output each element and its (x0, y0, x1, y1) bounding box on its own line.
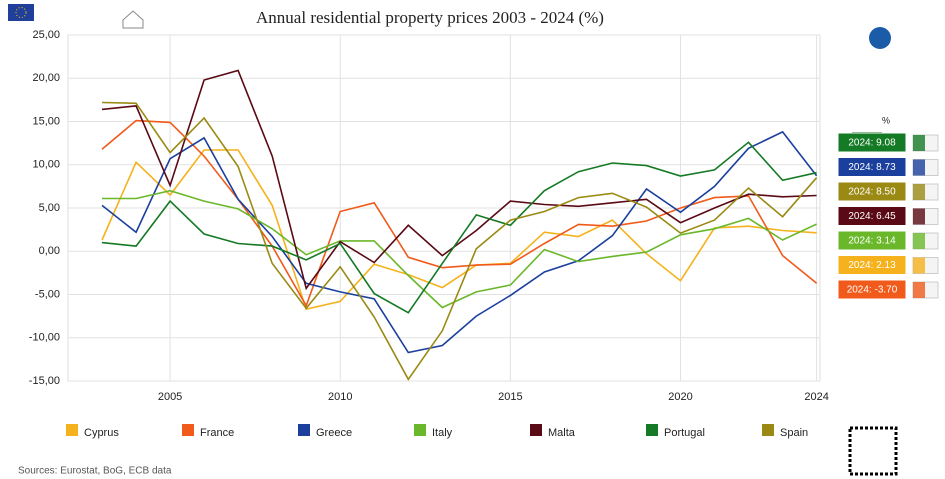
legend-label: Malta (548, 427, 576, 439)
legend-swatch (762, 424, 774, 436)
flag-part (913, 159, 925, 176)
legend-label: France (200, 427, 234, 439)
summary-label: 2024: 8.73 (848, 162, 896, 173)
line (101, 141, 817, 314)
line (101, 101, 818, 381)
y-tick-label: 25,00 (32, 29, 60, 41)
line (101, 119, 818, 308)
legend-label: Cyprus (84, 427, 119, 439)
chart-title: Annual residential property prices 2003 … (256, 8, 604, 27)
legend-label: Portugal (664, 427, 705, 439)
summary-label: 2024: 3.14 (848, 236, 896, 247)
x-tick-label: 2010 (328, 391, 352, 403)
y-tick-label: 0,00 (39, 245, 60, 257)
summary-box (837, 255, 907, 275)
eu-flag (8, 4, 34, 21)
summary-unit: % (882, 115, 890, 125)
line (102, 189, 817, 309)
line (101, 149, 817, 311)
euro-icon (869, 27, 891, 49)
summary-label: 2024: -3.70 (847, 285, 898, 296)
legend-label: Greece (316, 427, 352, 439)
eu-stars (15, 7, 27, 18)
legend-swatch (530, 424, 542, 436)
y-tick-label: -15,00 (29, 375, 60, 387)
y-tick-label: 20,00 (32, 72, 60, 84)
summary-box (837, 206, 907, 226)
x-tick-label: 2015 (498, 391, 522, 403)
flag-part (913, 208, 925, 225)
y-tick-label: 10,00 (32, 159, 60, 171)
y-tick-label: 5,00 (39, 202, 60, 214)
summary-box (837, 132, 907, 153)
flag-part (913, 282, 925, 298)
source: Sources: Eurostat, BoG, ECB data (18, 466, 172, 477)
y-tick-label: -5,00 (35, 288, 60, 300)
summary-box (837, 181, 907, 202)
summary-label: 2024: 8.50 (848, 187, 896, 198)
flag-part (913, 135, 925, 151)
legend-swatch (182, 424, 194, 436)
y-tick-label: -10,00 (29, 332, 60, 344)
line (101, 69, 817, 291)
flag-part (913, 257, 925, 274)
summary-label: 2024: 2.13 (848, 260, 896, 271)
summary-box (837, 157, 907, 177)
x-tick-label: 2005 (158, 391, 182, 403)
legend-label: Italy (432, 427, 453, 439)
x-tick-label: 2024 (804, 391, 828, 403)
y-tick-label: 15,00 (32, 115, 60, 127)
legend-swatch (646, 424, 658, 436)
summary-box (837, 230, 907, 251)
legend-swatch (66, 424, 78, 436)
x-tick-label: 2020 (668, 391, 692, 403)
flag-part (913, 184, 925, 200)
summary-label: 2024: 6.45 (848, 211, 896, 222)
legend-swatch (414, 424, 426, 436)
house-icon (122, 10, 144, 29)
summary-label: 2024: 9.08 (848, 138, 896, 149)
flag-part (913, 233, 925, 249)
summary-box (837, 279, 907, 300)
line (101, 130, 818, 354)
legend-label: Spain (780, 427, 808, 439)
legend-swatch (298, 424, 310, 436)
qr-code (848, 426, 898, 476)
